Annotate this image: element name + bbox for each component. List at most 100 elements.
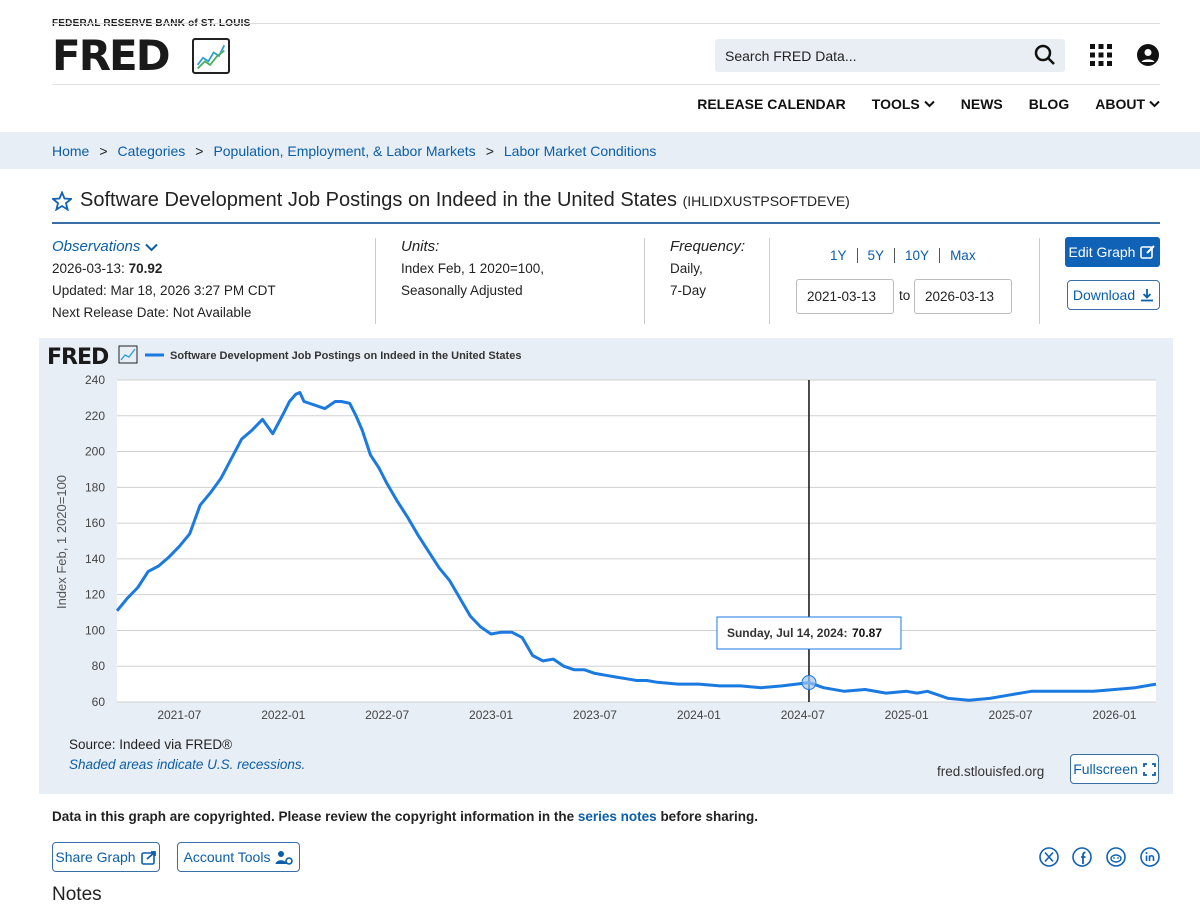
chart-logo-icon bbox=[118, 345, 138, 364]
y-tick-label: 140 bbox=[85, 552, 105, 566]
series-id: (IHLIDXUSTPSOFTDEVE) bbox=[682, 193, 850, 209]
breadcrumb-categories[interactable]: Categories bbox=[117, 143, 186, 159]
plot-area[interactable] bbox=[117, 380, 1156, 702]
nav-tools[interactable]: TOOLS bbox=[872, 96, 935, 112]
observation-date: 2026-03-13: bbox=[52, 261, 125, 276]
range-10y[interactable]: 10Y bbox=[894, 248, 939, 263]
x-tick-label: 2024-01 bbox=[677, 708, 721, 722]
y-tick-label: 180 bbox=[85, 480, 105, 494]
breadcrumb-separator: > bbox=[99, 143, 108, 159]
download-label: Download bbox=[1072, 287, 1136, 303]
x-twitter-icon[interactable] bbox=[1039, 847, 1059, 867]
range-buttons: 1Y 5Y 10Y Max bbox=[820, 248, 986, 263]
breadcrumb: Home > Categories > Population, Employment… bbox=[52, 143, 656, 159]
share-graph-button[interactable]: Share Graph bbox=[52, 842, 160, 872]
column-divider bbox=[769, 238, 770, 324]
tooltip: Sunday, Jul 14, 2024: 70.87 bbox=[716, 616, 902, 650]
share-label: Share Graph bbox=[55, 849, 136, 865]
range-max[interactable]: Max bbox=[939, 248, 986, 263]
series-notes-link[interactable]: series notes bbox=[577, 809, 657, 824]
search-icon[interactable] bbox=[1033, 43, 1057, 67]
chart-fred-logo: FRED bbox=[47, 345, 109, 370]
breadcrumb-separator: > bbox=[195, 143, 204, 159]
fullscreen-label: Fullscreen bbox=[1073, 761, 1138, 777]
y-tick-label: 80 bbox=[92, 659, 106, 673]
chevron-down-icon bbox=[145, 243, 159, 251]
x-tick-label: 2025-01 bbox=[885, 708, 929, 722]
facebook-icon[interactable] bbox=[1072, 847, 1092, 867]
observations-toggle[interactable]: Observations bbox=[52, 236, 276, 258]
frequency-value: Daily, bbox=[670, 261, 703, 276]
units-adjustment: Seasonally Adjusted bbox=[401, 283, 523, 298]
nav-release-calendar[interactable]: RELEASE CALENDAR bbox=[697, 96, 846, 112]
linkedin-icon[interactable] bbox=[1140, 847, 1160, 867]
date-to-input[interactable]: 2026-03-13 bbox=[914, 279, 1012, 314]
x-tick-label: 2023-07 bbox=[573, 708, 617, 722]
download-button[interactable]: Download bbox=[1067, 280, 1160, 310]
fred-logo[interactable]: FRED bbox=[52, 31, 171, 80]
user-gear-icon bbox=[275, 850, 294, 865]
apps-grid-icon[interactable] bbox=[1090, 44, 1112, 66]
header-divider-2 bbox=[52, 84, 1160, 85]
user-account-icon[interactable] bbox=[1137, 44, 1159, 66]
account-tools-label: Account Tools bbox=[183, 849, 271, 865]
observation-value: 70.92 bbox=[128, 261, 163, 276]
nav-about[interactable]: ABOUT bbox=[1095, 96, 1160, 112]
legend-label: Software Development Job Postings on Ind… bbox=[170, 350, 521, 362]
range-1y[interactable]: 1Y bbox=[830, 248, 847, 263]
graph-container: FRED Software Development Job Postings o… bbox=[39, 338, 1173, 794]
edit-graph-label: Edit Graph bbox=[1068, 244, 1136, 260]
x-tick-label: 2021-07 bbox=[157, 708, 201, 722]
breadcrumb-population[interactable]: Population, Employment, & Labor Markets bbox=[213, 143, 476, 159]
units-label: Units: bbox=[401, 238, 440, 255]
breadcrumb-bar bbox=[0, 132, 1200, 169]
units-value: Index Feb, 1 2020=100, bbox=[401, 261, 544, 276]
column-divider bbox=[644, 238, 645, 324]
y-tick-label: 60 bbox=[92, 695, 106, 709]
search-input[interactable] bbox=[715, 39, 1015, 72]
edit-icon bbox=[1140, 245, 1156, 259]
source-text: Source: Indeed via FRED® bbox=[69, 737, 233, 752]
page-title: Software Development Job Postings on Ind… bbox=[80, 189, 850, 212]
fred-logo-chart-icon bbox=[192, 38, 230, 74]
site-header: FEDERAL RESERVE BANK of ST. LOUIS FRED R… bbox=[52, 0, 1160, 132]
frequency-label: Frequency: bbox=[670, 238, 746, 255]
search-bar bbox=[715, 39, 1065, 72]
reddit-icon[interactable] bbox=[1106, 847, 1126, 867]
nav-blog[interactable]: BLOG bbox=[1029, 96, 1069, 112]
observations-label: Observations bbox=[52, 238, 141, 255]
units-panel: Units: Index Feb, 1 2020=100, Seasonally… bbox=[401, 236, 544, 302]
fullscreen-button[interactable]: Fullscreen bbox=[1070, 754, 1159, 784]
date-from-input[interactable]: 2021-03-13 bbox=[796, 279, 894, 314]
chart-svg: FRED Software Development Job Postings o… bbox=[47, 345, 1157, 722]
breadcrumb-separator: > bbox=[485, 143, 494, 159]
y-tick-label: 240 bbox=[85, 373, 105, 387]
x-tick-label: 2024-07 bbox=[781, 708, 825, 722]
x-tick-label: 2022-01 bbox=[261, 708, 305, 722]
series-line bbox=[115, 391, 1157, 702]
breadcrumb-labor-conditions[interactable]: Labor Market Conditions bbox=[503, 143, 657, 159]
updated-text: Updated: Mar 18, 2026 3:27 PM CDT bbox=[52, 283, 276, 298]
y-tick-label: 160 bbox=[85, 516, 105, 530]
observations-panel: Observations 2026-03-13: 70.92 Updated: … bbox=[52, 236, 276, 324]
edit-graph-button[interactable]: Edit Graph bbox=[1065, 237, 1160, 267]
hover-point[interactable] bbox=[801, 675, 817, 691]
next-release-text: Next Release Date: Not Available bbox=[52, 305, 252, 320]
y-tick-label: 220 bbox=[85, 409, 105, 423]
star-favorite-icon[interactable] bbox=[52, 191, 72, 211]
nav-news[interactable]: NEWS bbox=[961, 96, 1003, 112]
series-title: Software Development Job Postings on Ind… bbox=[80, 189, 678, 211]
notes-heading: Notes bbox=[52, 884, 102, 905]
copyright-notice: Data in this graph are copyrighted. Plea… bbox=[52, 809, 758, 824]
header-divider bbox=[52, 23, 1160, 24]
account-tools-button[interactable]: Account Tools bbox=[177, 842, 300, 872]
copyright-pre: Data in this graph are copyrighted. Plea… bbox=[52, 809, 575, 824]
site-url: fred.stlouisfed.org bbox=[937, 764, 1045, 779]
range-5y[interactable]: 5Y bbox=[856, 248, 895, 263]
y-tick-label: 200 bbox=[85, 445, 105, 459]
recession-note[interactable]: Shaded areas indicate U.S. recessions. bbox=[69, 757, 306, 772]
latest-observation: 2026-03-13: 70.92 bbox=[52, 258, 276, 280]
x-tick-label: 2026-01 bbox=[1092, 708, 1136, 722]
column-divider bbox=[1039, 238, 1040, 324]
breadcrumb-home[interactable]: Home bbox=[52, 143, 90, 159]
